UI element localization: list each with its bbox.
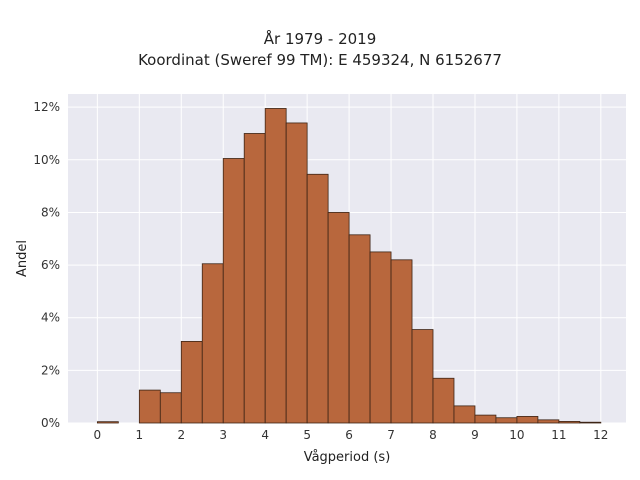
y-tick-label: 8% <box>41 205 60 219</box>
x-tick-label: 8 <box>429 428 437 442</box>
x-tick-label: 6 <box>345 428 353 442</box>
y-tick-label: 0% <box>41 416 60 430</box>
histogram-bar <box>243 133 266 424</box>
y-tick-label: 4% <box>41 311 60 325</box>
x-tick-label: 2 <box>177 428 185 442</box>
histogram-bar <box>369 251 392 424</box>
histogram-bar <box>495 417 518 424</box>
x-tick-label: 1 <box>136 428 144 442</box>
x-tick-label: 12 <box>593 428 608 442</box>
histogram-bar <box>159 392 182 424</box>
x-tick-label: 4 <box>261 428 269 442</box>
histogram-bar <box>201 263 224 424</box>
x-tick-label: 10 <box>509 428 524 442</box>
histogram-bar <box>96 421 119 424</box>
histogram-bar <box>306 173 329 424</box>
chart-title: År 1979 - 2019 <box>263 30 377 48</box>
x-tick-label: 3 <box>219 428 227 442</box>
x-axis-label: Vågperiod (s) <box>304 450 391 465</box>
histogram-bar <box>348 234 371 424</box>
x-tick-label: 11 <box>551 428 566 442</box>
histogram-bar <box>138 389 161 424</box>
x-tick-label: 0 <box>94 428 102 442</box>
histogram-bar <box>537 419 560 424</box>
y-axis-label: Andel <box>15 240 30 277</box>
y-tick-label: 2% <box>41 363 60 377</box>
y-tick-label: 6% <box>41 258 60 272</box>
y-axis-ticks: 0% 2% 4% 6% 8% 10% 12% <box>33 100 60 430</box>
histogram-bar <box>516 416 539 424</box>
histogram-bar <box>411 329 434 424</box>
histogram-bar <box>432 377 455 424</box>
histogram-bar <box>453 405 476 424</box>
y-tick-label: 12% <box>33 100 60 114</box>
histogram-bar <box>264 108 287 424</box>
histogram-bar <box>327 212 350 424</box>
bars <box>96 108 602 424</box>
histogram-bar <box>180 341 203 424</box>
x-tick-label: 5 <box>303 428 311 442</box>
histogram-bar <box>558 421 581 424</box>
histogram-bar <box>285 122 308 424</box>
y-tick-label: 10% <box>33 153 60 167</box>
chart-subtitle: Koordinat (Sweref 99 TM): E 459324, N 61… <box>138 51 502 69</box>
x-axis-ticks: 0 1 2 3 4 5 6 7 8 9 10 11 12 <box>94 428 609 442</box>
histogram-bar <box>474 414 497 424</box>
x-tick-label: 7 <box>387 428 395 442</box>
histogram-bar <box>222 158 245 424</box>
x-tick-label: 9 <box>471 428 479 442</box>
histogram-bar <box>579 421 602 424</box>
histogram-bar <box>390 259 413 424</box>
